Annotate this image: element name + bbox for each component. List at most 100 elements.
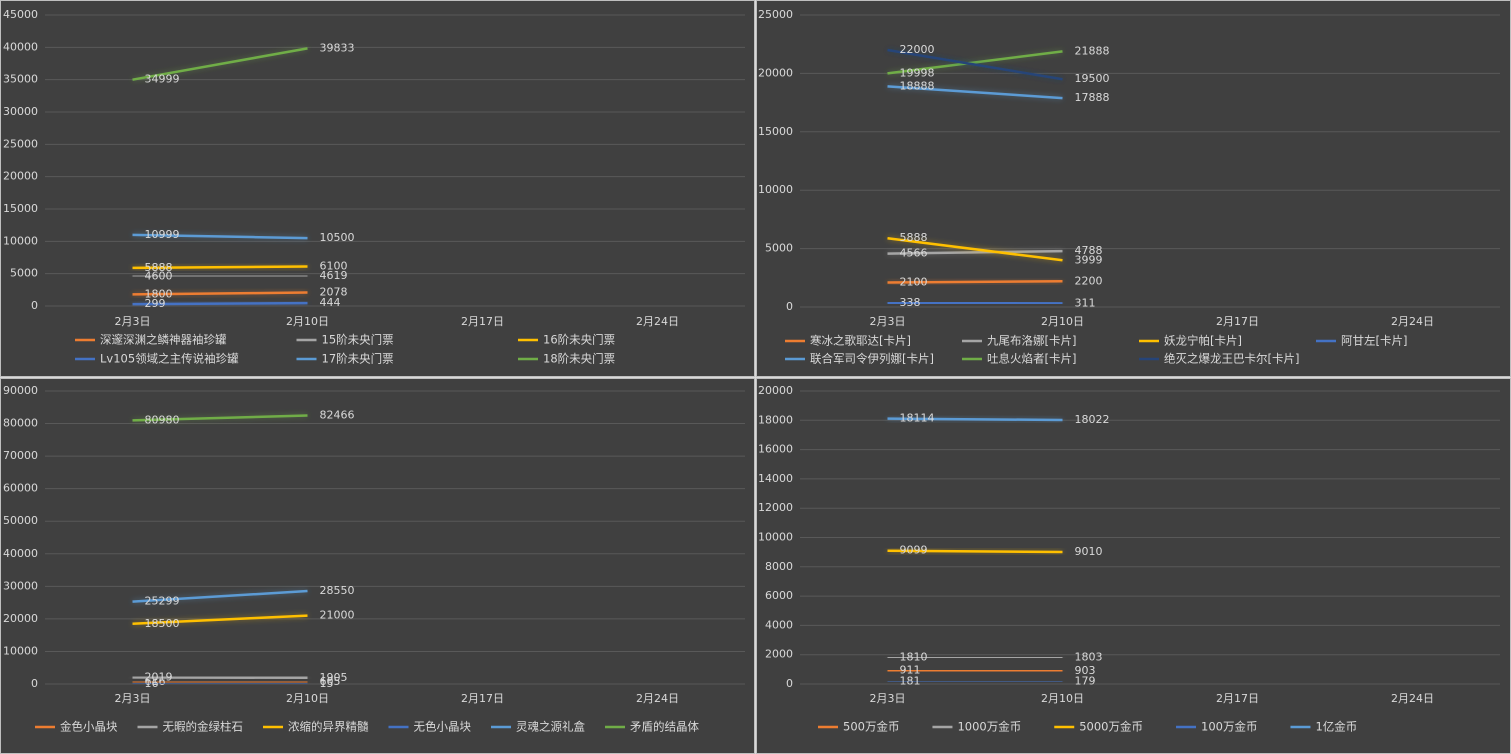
legend-label: 九尾布洛娜[卡片] [987, 334, 1076, 348]
data-label: 80980 [145, 413, 180, 426]
series-line [887, 85, 1063, 100]
data-label: 18500 [145, 617, 180, 630]
y-tick-label: 40000 [3, 40, 38, 53]
x-tick-label: 2月24日 [1391, 315, 1434, 328]
legend-label: 500万金币 [843, 720, 899, 734]
data-label: 179 [1075, 674, 1096, 687]
data-label: 2019 [145, 670, 173, 683]
legend-label: 阿甘左[卡片] [1341, 334, 1407, 348]
legend-label: 金色小晶块 [60, 720, 118, 734]
legend-label: 联合军司令伊列娜[卡片] [810, 352, 934, 366]
data-label: 2100 [900, 275, 928, 288]
legend-label: 100万金币 [1201, 720, 1257, 734]
data-label: 311 [1075, 296, 1096, 309]
data-label: 1800 [145, 287, 173, 300]
legend-label: 深邃深渊之鳞神器袖珍罐 [100, 333, 227, 347]
panel [756, 0, 1511, 377]
legend-label: 无暇的金绿柱石 [163, 720, 244, 734]
series-line [132, 233, 308, 240]
legend-label: 吐息火焰者[卡片] [987, 352, 1076, 366]
y-tick-label: 12000 [758, 501, 793, 514]
series-line [132, 414, 308, 422]
data-label: 6100 [320, 260, 348, 273]
data-label: 25299 [145, 595, 180, 608]
data-label: 21000 [320, 609, 355, 622]
series-line [132, 291, 308, 296]
data-label: 911 [900, 664, 921, 677]
data-label: 19998 [900, 66, 935, 79]
y-tick-label: 6000 [765, 589, 793, 602]
data-label: 181 [900, 674, 921, 687]
y-tick-label: 30000 [3, 579, 38, 592]
x-tick-label: 2月10日 [286, 692, 329, 705]
series-line [132, 47, 308, 81]
series-line [887, 236, 1063, 262]
data-label: 2200 [1075, 274, 1103, 287]
legend-label: 18阶未央门票 [543, 352, 615, 366]
y-tick-label: 10000 [758, 531, 793, 544]
x-tick-label: 2月24日 [636, 315, 679, 328]
data-label: 4788 [1075, 244, 1103, 257]
legend-label: 16阶未央门票 [543, 333, 615, 347]
y-tick-label: 35000 [3, 73, 38, 86]
y-tick-label: 10000 [3, 644, 38, 657]
y-tick-label: 0 [31, 677, 38, 690]
data-label: 34999 [145, 73, 180, 86]
y-tick-label: 90000 [3, 384, 38, 397]
y-tick-label: 80000 [3, 417, 38, 430]
x-tick-label: 2月10日 [1041, 692, 1084, 705]
y-tick-label: 60000 [3, 482, 38, 495]
legend-label: 寒冰之歌耶达[卡片] [810, 334, 911, 348]
y-tick-label: 2000 [765, 648, 793, 661]
data-label: 338 [900, 296, 921, 309]
x-tick-label: 2月3日 [115, 315, 151, 328]
panel [0, 378, 755, 754]
y-tick-label: 15000 [3, 202, 38, 215]
y-tick-label: 50000 [3, 514, 38, 527]
y-tick-label: 25000 [3, 137, 38, 150]
data-label: 17888 [1075, 91, 1110, 104]
x-tick-label: 2月3日 [870, 692, 906, 705]
y-tick-label: 10000 [3, 234, 38, 247]
x-tick-label: 2月3日 [115, 692, 151, 705]
series-line [887, 549, 1063, 554]
data-label: 10500 [320, 231, 355, 244]
data-label: 5888 [145, 261, 173, 274]
data-label: 18114 [900, 412, 935, 425]
data-label: 1905 [320, 671, 348, 684]
series-line [887, 417, 1063, 422]
series-line [887, 50, 1063, 75]
data-label: 444 [320, 296, 341, 309]
legend-label: 矛盾的结晶体 [630, 720, 699, 734]
legend-label: Lv105领域之主传说袖珍罐 [100, 352, 239, 366]
x-tick-label: 2月17日 [1216, 692, 1259, 705]
data-label: 1810 [900, 650, 928, 663]
data-label: 2078 [320, 286, 348, 299]
y-tick-label: 14000 [758, 472, 793, 485]
x-tick-label: 2月24日 [636, 692, 679, 705]
legend-label: 绝灭之爆龙王巴卡尔[卡片] [1164, 352, 1299, 366]
data-label: 4619 [320, 269, 348, 282]
y-tick-label: 70000 [3, 449, 38, 462]
y-tick-label: 15000 [758, 125, 793, 138]
legend-label: 1000万金币 [957, 720, 1021, 734]
y-tick-label: 20000 [3, 170, 38, 183]
x-tick-label: 2月17日 [461, 315, 504, 328]
series-line [132, 614, 308, 626]
data-label: 82466 [320, 409, 355, 422]
series-line [132, 589, 308, 603]
y-tick-label: 20000 [758, 66, 793, 79]
legend-label: 浓缩的异界精髓 [288, 720, 369, 734]
y-tick-label: 0 [786, 300, 793, 313]
data-label: 4566 [900, 247, 928, 260]
panel [0, 0, 755, 377]
x-tick-label: 2月17日 [461, 692, 504, 705]
y-tick-label: 10000 [758, 183, 793, 196]
y-tick-label: 4000 [765, 618, 793, 631]
y-tick-label: 0 [31, 299, 38, 312]
y-tick-label: 18000 [758, 413, 793, 426]
legend-label: 17阶未央门票 [322, 352, 394, 366]
y-tick-label: 0 [786, 677, 793, 690]
series-line [887, 48, 1063, 81]
x-tick-label: 2月3日 [870, 315, 906, 328]
